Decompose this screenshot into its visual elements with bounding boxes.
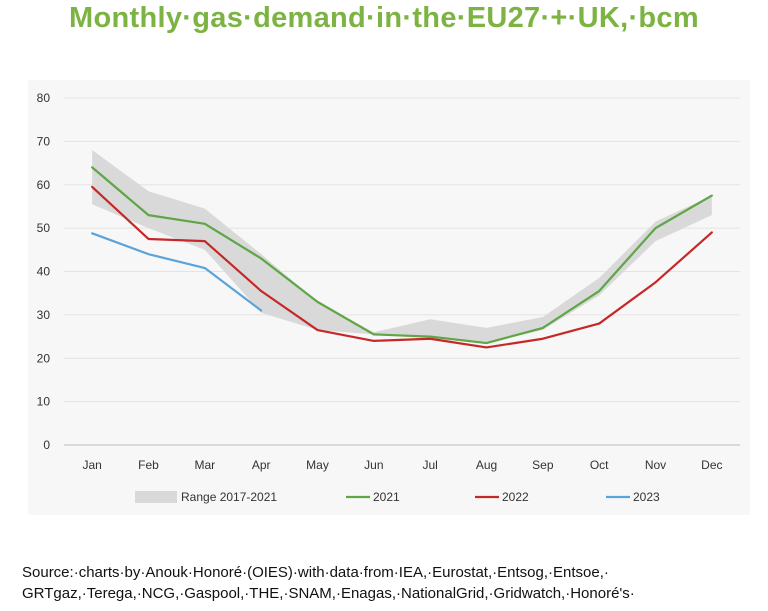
- y-tick-label: 50: [37, 221, 51, 235]
- y-tick-label: 80: [37, 91, 51, 105]
- x-tick-label: Oct: [590, 458, 609, 472]
- y-tick-label: 10: [37, 395, 51, 409]
- legend-label-2022: 2022: [502, 490, 529, 504]
- x-tick-label: Jan: [82, 458, 101, 472]
- x-tick-label: Mar: [194, 458, 215, 472]
- legend-label-range: Range 2017-2021: [181, 490, 277, 504]
- chart-title: Monthly·gas·demand·in·the·EU27·+·UK,·bcm: [69, 2, 699, 34]
- legend-swatch-range: [135, 491, 177, 503]
- y-tick-label: 0: [43, 438, 50, 452]
- y-tick-label: 20: [37, 351, 51, 365]
- x-tick-label: May: [306, 458, 329, 472]
- y-tick-label: 60: [37, 178, 51, 192]
- y-tick-label: 30: [37, 308, 51, 322]
- x-tick-label: Dec: [701, 458, 722, 472]
- x-tick-label: Apr: [252, 458, 271, 472]
- x-tick-label: Jul: [422, 458, 437, 472]
- series-line-2022: [91, 185, 713, 349]
- source-note: Source:·charts·by·Anouk·Honoré·(OIES)·wi…: [22, 564, 635, 602]
- x-tick-label: Jun: [364, 458, 383, 472]
- x-tick-label: Sep: [532, 458, 554, 472]
- legend-label-2021: 2021: [373, 490, 400, 504]
- x-tick-label: Aug: [476, 458, 497, 472]
- series-line-2023: [91, 232, 263, 312]
- legend-label-2023: 2023: [633, 490, 660, 504]
- x-tick-label: Feb: [138, 458, 159, 472]
- chart-panel: 0 10 20 30 40 50 60 70 80 Jan Feb Mar Apr May Jun Jul Au…: [28, 80, 750, 515]
- range-band: [92, 150, 712, 344]
- line-chart: 0 10 20 30 40 50 60 70 80 Jan Feb Mar Apr May Jun Jul Au…: [37, 91, 740, 504]
- x-tick-label: Nov: [645, 458, 666, 472]
- y-tick-label: 40: [37, 265, 51, 279]
- series-line-2021: [91, 166, 713, 345]
- y-tick-label: 70: [37, 134, 51, 148]
